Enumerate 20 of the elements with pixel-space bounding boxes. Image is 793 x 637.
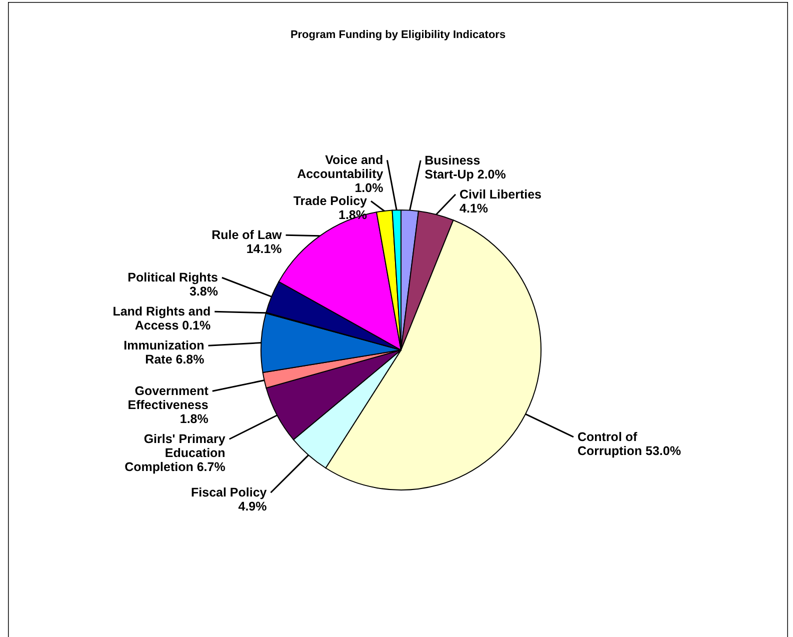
data-label: 1.8%: [338, 208, 367, 222]
slice-label: Immunization Rate 6.8%: [124, 338, 204, 367]
slice-label: Civil Liberties: [460, 187, 542, 202]
data-label: 4.9%: [238, 500, 267, 514]
data-label: 4.1%: [460, 201, 488, 216]
slice-label: Trade Policy: [293, 194, 368, 208]
slice-label: Political Rights: [128, 270, 218, 285]
slice-label: Rule of Law: [212, 228, 282, 242]
data-label: 1.0%: [354, 181, 384, 196]
slice-label: Land Rights and Access 0.1%: [112, 304, 211, 333]
slice-label: Government Effectiveness: [128, 384, 210, 412]
slice-label: Voice and Accountability: [297, 153, 384, 182]
data-label: 14.1%: [246, 242, 282, 256]
data-label: 3.8%: [189, 284, 218, 299]
data-label: 1.8%: [180, 412, 208, 426]
slice-label: Fiscal Policy: [191, 486, 267, 500]
slice-label: Girls' Primary Education Completion 6.7%: [124, 432, 226, 474]
chart-title: Program Funding by Eligibility Indicators: [290, 29, 506, 41]
slice-label: Business Start-Up 2.0%: [424, 153, 506, 182]
slice-label: Control of Corruption 53.0%: [577, 430, 681, 458]
